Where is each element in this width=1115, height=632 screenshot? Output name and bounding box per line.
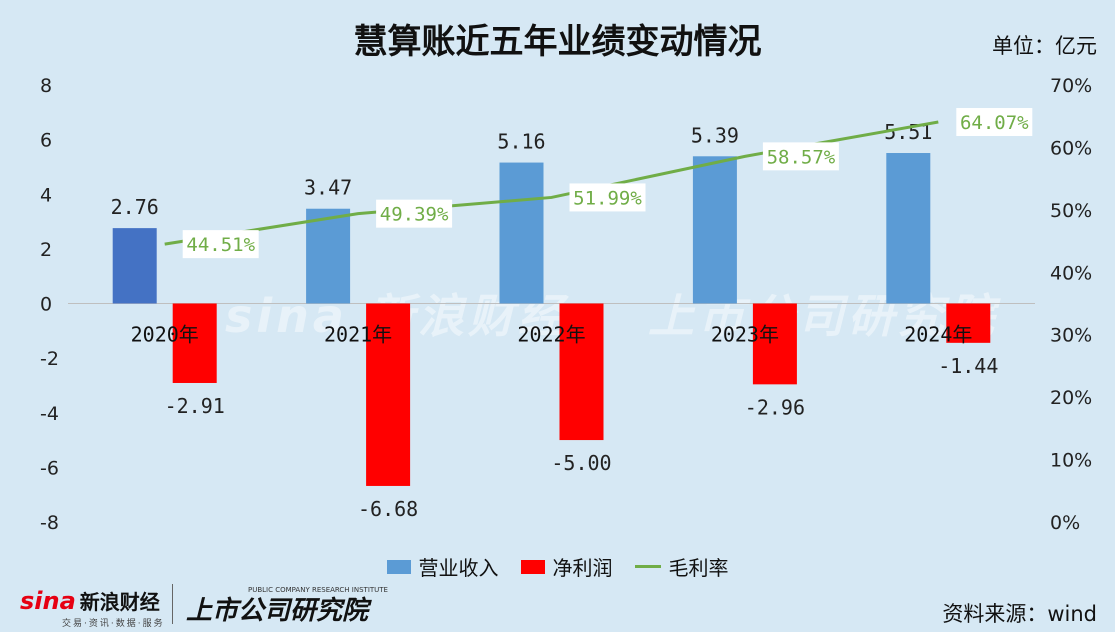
- y-left-tick-label: 4: [40, 184, 52, 206]
- bar-revenue: [112, 228, 157, 304]
- data-label-revenue: 2.76: [111, 195, 159, 219]
- data-label-gross-margin: 44.51%: [186, 234, 255, 256]
- y-left-tick-label: 2: [40, 239, 52, 261]
- y-right-tick-label: 0%: [1050, 512, 1080, 534]
- x-tick-label: 2024年: [904, 323, 972, 347]
- data-label-net-profit: -1.44: [938, 354, 998, 378]
- data-label-gross-margin: 64.07%: [960, 112, 1029, 134]
- data-label-box-gross-margin: [762, 142, 839, 171]
- sina-logo-mark: sina: [20, 586, 76, 615]
- y-right-tick-label: 60%: [1050, 137, 1092, 159]
- data-label-box-gross-margin: [376, 199, 453, 228]
- legend-item-net-profit: 净利润: [520, 552, 613, 581]
- bar-net-profit: [946, 303, 991, 343]
- x-tick-label: 2020年: [131, 323, 199, 347]
- sina-logo-name: 新浪财经: [79, 590, 160, 614]
- unit-label: 单位：亿元: [992, 34, 1097, 58]
- data-label-net-profit: -5.00: [551, 451, 611, 475]
- bar-net-profit: [752, 303, 797, 385]
- watermark: sina 新浪财经 上市公司研究院: [225, 289, 999, 343]
- data-label-revenue: 5.16: [497, 130, 545, 154]
- sina-logo: sina 新浪财经: [20, 586, 160, 615]
- y-left-tick-label: -8: [40, 512, 59, 534]
- bar-net-profit: [559, 303, 604, 441]
- legend: 营业收入 净利润 毛利率: [0, 552, 1115, 581]
- bar-revenue: [306, 208, 351, 304]
- y-right-tick-label: 50%: [1050, 200, 1092, 222]
- data-label-gross-margin: 51.99%: [573, 187, 642, 209]
- legend-item-gross-margin: 毛利率: [634, 552, 729, 581]
- y-right-tick-label: 30%: [1050, 325, 1092, 347]
- y-right-tick-label: 20%: [1050, 387, 1092, 409]
- data-label-net-profit: -2.91: [165, 394, 225, 418]
- y-left-tick-label: 6: [40, 130, 52, 152]
- legend-item-revenue: 营业收入: [386, 552, 499, 581]
- chart-plot: 8 6 4 2 0 -2 -4 -6 -8 70% 60% 50% 40% 30% 20% 10% 0% 2.76…: [40, 75, 1092, 534]
- institute-logo: 上市公司研究院: [186, 596, 369, 626]
- bar-revenue: [886, 153, 931, 304]
- bar-revenue: [692, 156, 737, 304]
- y-right-tick-label: 40%: [1050, 262, 1092, 284]
- legend-label-revenue: 营业收入: [418, 556, 499, 580]
- y-left-tick-label: 8: [40, 75, 52, 97]
- chart-title: 慧算账近五年业绩变动情况: [353, 22, 762, 62]
- y-left-tick-label: 0: [40, 294, 52, 316]
- data-label-net-profit: -2.96: [745, 395, 805, 419]
- bar-revenue: [499, 162, 544, 304]
- data-label-revenue: 5.39: [691, 123, 739, 147]
- data-label-box-gross-margin: [182, 230, 259, 259]
- legend-swatch-revenue: [386, 559, 411, 574]
- data-label-revenue: 3.47: [304, 176, 352, 200]
- logo-divider: [172, 584, 173, 624]
- data-label-box-gross-margin: [956, 108, 1033, 137]
- data-label-net-profit: -6.68: [358, 497, 418, 521]
- y-left-tick-label: -2: [40, 348, 59, 370]
- data-label-gross-margin: 49.39%: [380, 204, 449, 226]
- legend-label-net-profit: 净利润: [552, 556, 613, 580]
- sina-logo-subtitle: 交易·资讯·数据·服务: [62, 619, 165, 629]
- line-gross-margin: [164, 120, 939, 246]
- legend-label-gross-margin: 毛利率: [668, 556, 729, 580]
- legend-swatch-gross-margin: [634, 565, 661, 568]
- legend-swatch-net-profit: [520, 559, 545, 574]
- bar-net-profit: [172, 303, 217, 383]
- y-left-tick-label: -6: [40, 457, 59, 479]
- data-label-box-gross-margin: [569, 183, 646, 212]
- y-right-tick-label: 10%: [1050, 450, 1092, 472]
- source-note: 资料来源：wind: [942, 602, 1097, 626]
- x-tick-label: 2022年: [517, 323, 585, 347]
- y-left-tick-label: -4: [40, 403, 59, 425]
- y-right-tick-label: 70%: [1050, 75, 1092, 97]
- institute-logo-subtitle: PUBLIC COMPANY RESEARCH INSTITUTE: [248, 586, 388, 594]
- x-tick-label: 2023年: [711, 323, 779, 347]
- bar-net-profit: [366, 303, 411, 486]
- data-label-gross-margin: 58.57%: [767, 146, 836, 168]
- x-tick-label: 2021年: [324, 323, 392, 347]
